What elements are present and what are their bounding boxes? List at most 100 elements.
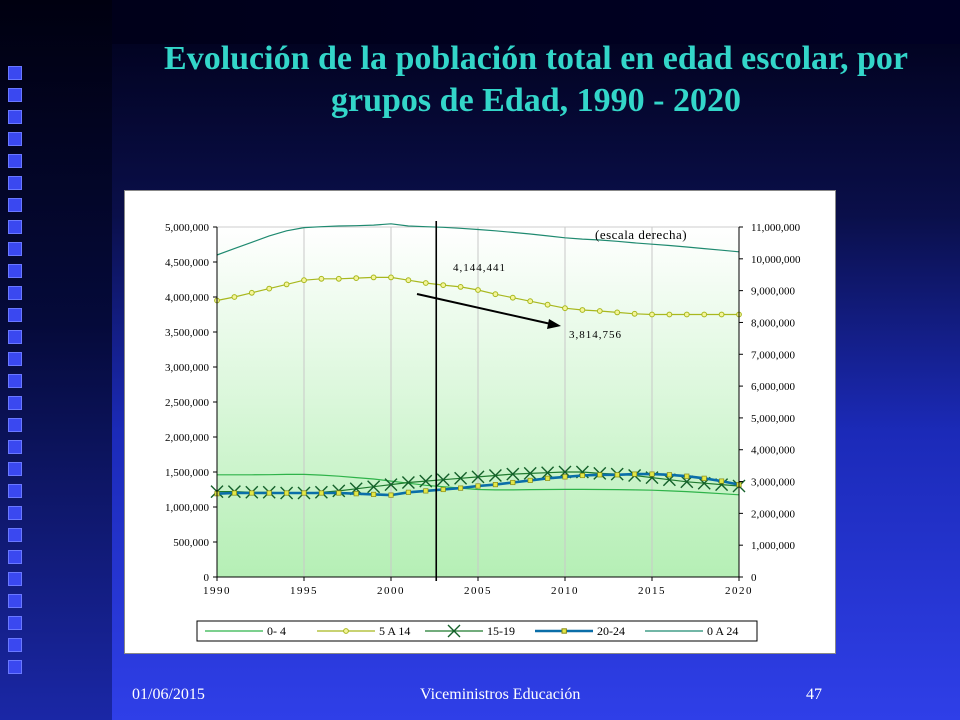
chart-container: 0 500,000 1,000,000 1,500,000 2,000,000 2,500… — [124, 190, 836, 654]
point-5a14 — [231, 294, 238, 300]
point-5a14 — [614, 309, 621, 316]
decorative-square — [8, 352, 22, 366]
slide-title: Evolución de la población total en edad … — [164, 40, 908, 119]
point-20-24 — [440, 486, 446, 493]
legend-label: 5 A 14 — [379, 624, 410, 638]
point-5a14 — [335, 275, 342, 282]
decorative-square — [8, 638, 22, 652]
annotation-arrow-head — [547, 319, 561, 329]
point-5a14 — [405, 277, 412, 284]
legend-label: 0 A 24 — [707, 624, 738, 638]
point-20-24 — [231, 490, 237, 496]
y-tick-label-right: 8,000,000 — [751, 317, 796, 329]
decorative-square — [8, 660, 22, 674]
point-15-19 — [471, 470, 485, 484]
point-15-19 — [454, 471, 468, 485]
y-tick-label-right: 4,000,000 — [751, 445, 796, 457]
point-5a14 — [683, 311, 690, 318]
legend-marker — [447, 624, 461, 638]
decorative-square — [8, 616, 22, 630]
x-tick-label: 1990 — [203, 585, 231, 597]
decorative-square — [8, 528, 22, 542]
y-tick-label-right: 1,000,000 — [751, 540, 796, 552]
point-20-24 — [284, 490, 290, 496]
point-20-24 — [353, 491, 359, 497]
point-5a14 — [562, 305, 568, 312]
point-5a14 — [579, 307, 586, 313]
y-tick-label-right: 5,000,000 — [751, 413, 796, 425]
point-20-24 — [458, 485, 464, 491]
point-20-24 — [423, 488, 429, 494]
point-20-24 — [492, 482, 498, 488]
point-5a14 — [301, 277, 307, 284]
point-15-19 — [419, 474, 433, 488]
y-tick-label-left: 2,500,000 — [165, 397, 210, 409]
decorative-square — [8, 572, 22, 586]
point-5a14 — [701, 311, 708, 318]
legend-label: 15-19 — [487, 624, 515, 638]
y-tick-label-left: 1,500,000 — [165, 467, 210, 479]
point-20-24 — [266, 490, 272, 496]
x-tick-label: 2020 — [725, 585, 753, 597]
point-5a14 — [475, 287, 481, 293]
x-tick-label: 2000 — [377, 585, 405, 597]
y-tick-label-right: 11,000,000 — [751, 222, 801, 234]
point-20-24 — [614, 472, 620, 478]
point-5a14 — [666, 311, 673, 318]
point-5a14 — [596, 308, 603, 314]
point-20-24 — [562, 474, 568, 480]
y-tick-label-left: 5,000,000 — [165, 222, 210, 234]
point-15-19 — [367, 480, 381, 494]
decorative-squares — [8, 66, 28, 682]
point-5a14 — [353, 275, 360, 281]
point-5a14 — [527, 298, 534, 305]
point-5a14 — [318, 275, 325, 282]
point-20-24 — [597, 472, 603, 478]
point-20-24 — [336, 490, 342, 496]
legend-marker — [561, 628, 567, 634]
left-decorative-strip — [0, 0, 112, 720]
footer-presenter: Viceministros Educación — [420, 686, 581, 703]
legend-label: 20-24 — [597, 624, 625, 638]
decorative-square — [8, 286, 22, 300]
footer-date: 01/06/2015 — [132, 686, 205, 703]
decorative-square — [8, 242, 22, 256]
point-20-24 — [527, 477, 533, 483]
point-15-19 — [384, 478, 398, 492]
point-20-24 — [545, 475, 551, 481]
point-5a14 — [388, 274, 394, 281]
point-15-19 — [488, 469, 502, 482]
point-5a14 — [440, 282, 447, 288]
annotation-arrow-shaft — [416, 293, 552, 325]
y-tick-label-left: 0 — [204, 572, 210, 584]
point-20-24 — [684, 473, 690, 479]
annotation-right-scale: (escala derecha) — [595, 227, 687, 242]
decorative-square — [8, 88, 22, 102]
y-tick-label-left: 2,000,000 — [165, 432, 210, 444]
legend-label: 0- 4 — [267, 624, 286, 638]
point-5a14 — [649, 311, 655, 318]
y-tick-label-left: 500,000 — [173, 537, 209, 549]
decorative-square — [8, 264, 22, 278]
y-tick-label-left: 3,000,000 — [165, 362, 210, 374]
point-20-24 — [719, 478, 725, 484]
y-tick-label-left: 4,000,000 — [165, 292, 210, 304]
decorative-square — [8, 198, 22, 212]
decorative-square — [8, 506, 22, 520]
point-20-24 — [649, 471, 655, 477]
point-20-24 — [579, 472, 585, 479]
footer-page-number: 47 — [806, 686, 822, 703]
y-tick-label-left: 1,000,000 — [165, 502, 210, 514]
point-15-19 — [523, 466, 537, 480]
y-tick-label-right: 0 — [751, 572, 757, 584]
decorative-square — [8, 110, 22, 124]
decorative-square — [8, 308, 22, 322]
series-line-0-4 — [217, 473, 740, 496]
y-tick-label-left: 4,500,000 — [165, 257, 210, 269]
decorative-square — [8, 66, 22, 80]
point-5a14 — [283, 281, 290, 288]
y-tick-label-left: 3,500,000 — [165, 327, 210, 339]
point-20-24 — [632, 471, 638, 477]
point-5a14 — [544, 301, 551, 308]
point-15-19 — [436, 473, 450, 487]
